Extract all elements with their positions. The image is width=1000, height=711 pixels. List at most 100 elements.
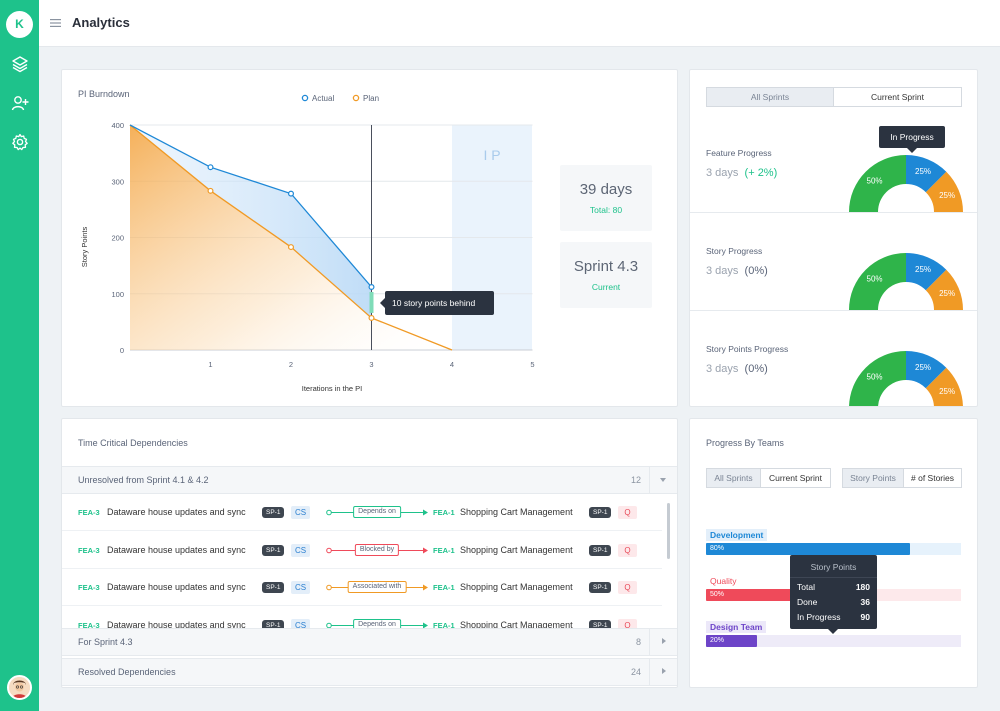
x-tick-label: 2: [289, 360, 293, 369]
group-count: 12: [630, 475, 641, 485]
app-logo[interactable]: K: [6, 11, 33, 38]
gauge-slice[interactable]: [906, 253, 947, 291]
days-stat: 39 days Total: 80: [560, 165, 652, 231]
story-points-toggle[interactable]: Story Points: [842, 468, 904, 488]
gauge-slice[interactable]: [849, 253, 906, 310]
from-feature-name[interactable]: Dataware house updates and sync: [107, 544, 246, 555]
gauge-slice[interactable]: [906, 351, 947, 389]
gauge-slice[interactable]: [906, 155, 947, 193]
sprint-stat: Sprint 4.3 Current: [560, 242, 652, 308]
gauge-slice-label: 25%: [939, 289, 955, 298]
from-feature-name[interactable]: Dataware house updates and sync: [107, 507, 246, 517]
plan-point[interactable]: [207, 187, 214, 194]
gauge-slice[interactable]: [849, 351, 906, 407]
y-tick-label: 300: [111, 177, 124, 186]
hamburger-menu-icon[interactable]: [50, 18, 61, 28]
y-tick-label: 0: [120, 346, 124, 355]
scrollbar-thumb[interactable]: [667, 503, 670, 559]
current-sprint-toggle[interactable]: Current Sprint: [833, 87, 962, 107]
from-feature-name[interactable]: Dataware house updates and sync: [107, 582, 246, 592]
story-points-progress-value: 3 days (0%): [706, 363, 768, 375]
plan-point[interactable]: [288, 244, 295, 251]
to-feature-id[interactable]: FEA-1: [433, 508, 455, 517]
to-feature-name[interactable]: Shopping Cart Management: [460, 619, 573, 630]
dependency-row[interactable]: FEA-3 Dataware house updates and sync SP-1…: [62, 494, 662, 531]
gauge-slice[interactable]: [849, 155, 906, 212]
from-feature-id[interactable]: FEA-3: [78, 545, 100, 555]
story-progress-value: 3 days (0%): [706, 265, 768, 277]
group-label: For Sprint 4.3: [78, 637, 133, 647]
actual-point[interactable]: [207, 164, 214, 171]
teams-current-sprint-toggle[interactable]: Current Sprint: [760, 468, 831, 488]
group-sprint-4-3[interactable]: For Sprint 4.3 8: [62, 628, 677, 656]
teams-all-sprints-toggle[interactable]: All Sprints: [706, 468, 761, 488]
to-feature-name[interactable]: Shopping Cart Management: [460, 507, 573, 517]
days-value: 39 days: [579, 181, 633, 198]
in-progress-tooltip: In Progress: [879, 126, 945, 153]
gauge-slice[interactable]: [925, 269, 963, 310]
relation-label[interactable]: Associated with: [347, 581, 407, 593]
plan-point[interactable]: [368, 314, 375, 321]
actual-point[interactable]: [288, 190, 295, 197]
tooltip-done-value: 36: [860, 597, 870, 607]
gauge-slice[interactable]: [925, 171, 963, 212]
team-progress-fill[interactable]: 80%: [706, 543, 910, 555]
from-feature-name[interactable]: Dataware house updates and sync: [107, 619, 246, 630]
layers-icon[interactable]: [10, 54, 30, 74]
tooltip-divider: [790, 577, 877, 578]
actual-point[interactable]: [368, 284, 375, 291]
ip-label: I P: [483, 147, 500, 163]
from-sprint-badge: SP-1: [262, 619, 285, 631]
from-team-badge: CS: [291, 506, 310, 519]
stories-count-toggle[interactable]: # of Stories: [903, 468, 962, 488]
y-axis-label: Story Points: [80, 227, 89, 268]
to-feature-id[interactable]: FEA-1: [433, 620, 455, 630]
to-feature-id[interactable]: FEA-1: [433, 583, 455, 592]
relation-label[interactable]: Blocked by: [354, 543, 400, 556]
progress-gauges: 50% 25% 25% 50% 25% 25% 50% 25% 25%: [849, 155, 963, 407]
gauge-slice[interactable]: [925, 367, 963, 407]
teams-title: Progress By Teams: [706, 438, 784, 448]
in-progress-tooltip-text: In Progress: [890, 132, 934, 142]
add-user-icon[interactable]: [10, 93, 30, 113]
dependency-row[interactable]: FEA-3 Dataware house updates and sync SP-1…: [62, 569, 662, 606]
burndown-title: PI Burndown: [78, 89, 130, 99]
group-unresolved[interactable]: Unresolved from Sprint 4.1 & 4.2 12: [62, 466, 677, 494]
divider: [690, 212, 977, 213]
from-feature-id[interactable]: FEA-3: [78, 583, 100, 592]
to-feature-name[interactable]: Shopping Cart Management: [460, 544, 573, 555]
team-label: Design Team: [706, 621, 767, 633]
from-sprint-badge: SP-1: [262, 544, 285, 556]
divider: [690, 310, 977, 311]
team-label: Development: [706, 529, 768, 541]
burndown-chart: Actual Plan I P 0 100 200 300 400 1 2 3 4 5 Story…: [80, 94, 535, 393]
feature-progress-label: Feature Progress: [706, 148, 772, 158]
from-feature-id[interactable]: FEA-3: [78, 620, 100, 630]
team-progress-fill[interactable]: 20%: [706, 635, 757, 647]
user-avatar[interactable]: [7, 675, 32, 700]
from-feature-id[interactable]: FEA-3: [78, 508, 100, 517]
actual-line: [129, 124, 372, 288]
dependency-row[interactable]: FEA-3 Dataware house updates and sync SP-1…: [62, 532, 662, 569]
chevron-down-icon[interactable]: [649, 467, 677, 493]
team-label: Quality: [706, 575, 741, 587]
tooltip-total-value: 180: [855, 582, 870, 592]
group-count: 8: [635, 637, 641, 647]
story-points-progress-label: Story Points Progress: [706, 344, 789, 354]
team-progress-track: 20%: [706, 635, 961, 647]
to-feature-name[interactable]: Shopping Cart Management: [460, 582, 573, 592]
page-title: Analytics: [72, 15, 130, 30]
gear-icon[interactable]: [10, 132, 30, 152]
legend-actual-marker: [301, 94, 309, 102]
relation-label[interactable]: Depends on: [353, 506, 401, 518]
chevron-right-icon[interactable]: [649, 659, 677, 685]
chevron-right-icon[interactable]: [649, 629, 677, 655]
group-resolved[interactable]: Resolved Dependencies 24: [62, 658, 677, 686]
to-feature-id[interactable]: FEA-1: [433, 545, 455, 555]
to-sprint-badge: SP-1: [589, 544, 612, 556]
behind-callout-text: 10 story points behind: [392, 298, 476, 308]
days-total: Total: 80: [589, 205, 623, 215]
pi-burndown-card: PI Burndown Actual Plan I P 0 100 200: [61, 69, 678, 407]
to-sprint-badge: SP-1: [589, 507, 612, 518]
relation-connector: Blocked by: [324, 543, 430, 557]
